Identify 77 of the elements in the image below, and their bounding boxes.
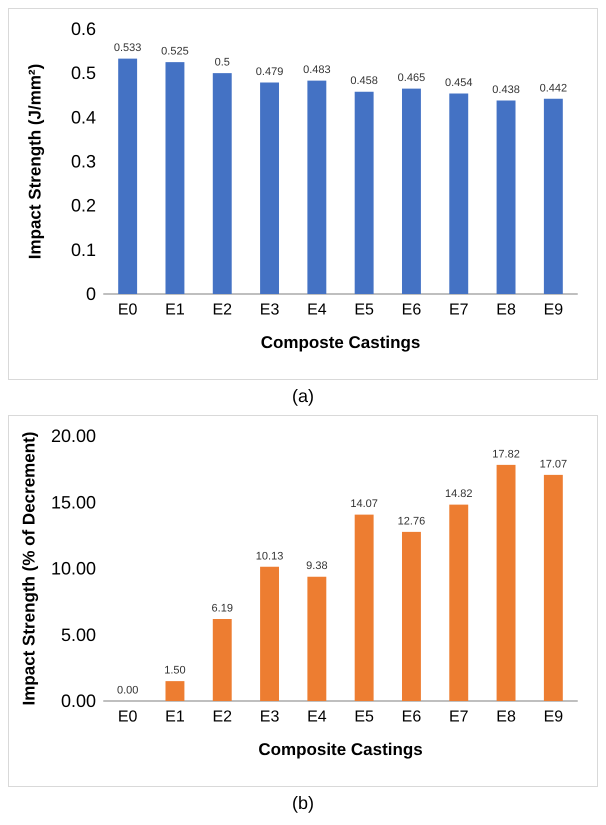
bar [212,73,232,294]
x-tick-label: E6 [402,708,422,726]
data-label: 17.07 [540,458,568,470]
data-label: 0.5 [214,56,230,69]
text: (b) [291,793,315,814]
data-label: 0.00 [116,684,138,696]
data-label: 0.525 [161,46,189,58]
x-tick-label: E9 [544,302,564,318]
y-axis-title: Impact Strength (% of Decrement) [20,432,39,706]
x-tick-label: E2 [212,708,232,726]
bar [544,474,563,701]
y-tick-label: 0.6 [70,19,96,39]
x-axis-title: Composite Castings [258,740,423,759]
x-tick-label: E3 [260,708,280,726]
y-tick-label: 5.00 [60,624,96,645]
x-tick-label: E0 [118,302,138,318]
y-tick-label: 0 [86,284,96,304]
bar [544,98,563,294]
x-tick-label: E5 [354,708,374,726]
y-tick-label: 0.3 [70,152,96,172]
y-tick-label: 0.00 [60,691,96,711]
bar [496,464,516,701]
data-label: 12.76 [398,515,426,528]
x-tick-label: E3 [260,302,280,318]
x-axis-title: Composte Castings [260,333,420,352]
y-tick-label: 0.2 [70,196,96,216]
data-label: 0.454 [444,76,473,89]
y-axis-title: Impact Strength (J/mm²) [26,64,44,260]
data-label: 17.82 [492,448,520,460]
bar [402,88,421,294]
data-label: 0.458 [350,75,378,88]
data-label: 0.479 [256,66,284,78]
data-label: 6.19 [212,602,233,614]
data-label: 10.13 [256,550,284,562]
x-tick-label: E0 [118,708,138,726]
data-label: 0.483 [303,64,331,76]
x-tick-label: E4 [307,708,327,726]
bar [449,93,468,294]
bar [307,576,326,701]
bar [260,82,280,294]
data-label: 0.442 [540,82,568,94]
x-tick-label: E4 [307,302,327,318]
data-label: 0.533 [114,42,142,54]
data-label: 0.465 [398,72,426,84]
bar [354,92,374,294]
bar [260,566,280,701]
data-label: 1.50 [164,664,186,677]
x-tick-label: E5 [354,302,374,318]
x-tick-label: E7 [448,708,469,726]
bar [307,80,326,294]
x-tick-label: E1 [165,708,185,726]
data-label: 0.438 [492,84,520,96]
bar [496,100,516,294]
bar [165,681,184,701]
y-tick-label: 0.4 [70,107,96,128]
y-tick-label: 10.00 [50,558,96,578]
bar [118,58,138,294]
x-tick-label: E1 [165,302,185,318]
x-tick-label: E2 [212,302,232,318]
bar [354,514,374,701]
data-label: 9.38 [306,560,328,572]
y-tick-label: 20.00 [50,426,96,446]
data-label: 14.07 [350,498,378,510]
x-tick-label: E9 [544,708,564,726]
x-tick-label: E8 [496,708,516,726]
bar [212,618,232,701]
x-tick-label: E7 [448,302,469,318]
text: (a) [291,386,315,407]
bar [165,62,184,294]
bar [402,532,421,701]
bar [449,504,468,701]
x-tick-label: E6 [402,302,422,318]
data-label: 14.82 [444,488,473,500]
x-tick-label: E8 [496,302,516,318]
y-tick-label: 15.00 [50,492,96,512]
y-tick-label: 0.5 [70,63,96,84]
y-tick-label: 0.1 [70,240,96,260]
